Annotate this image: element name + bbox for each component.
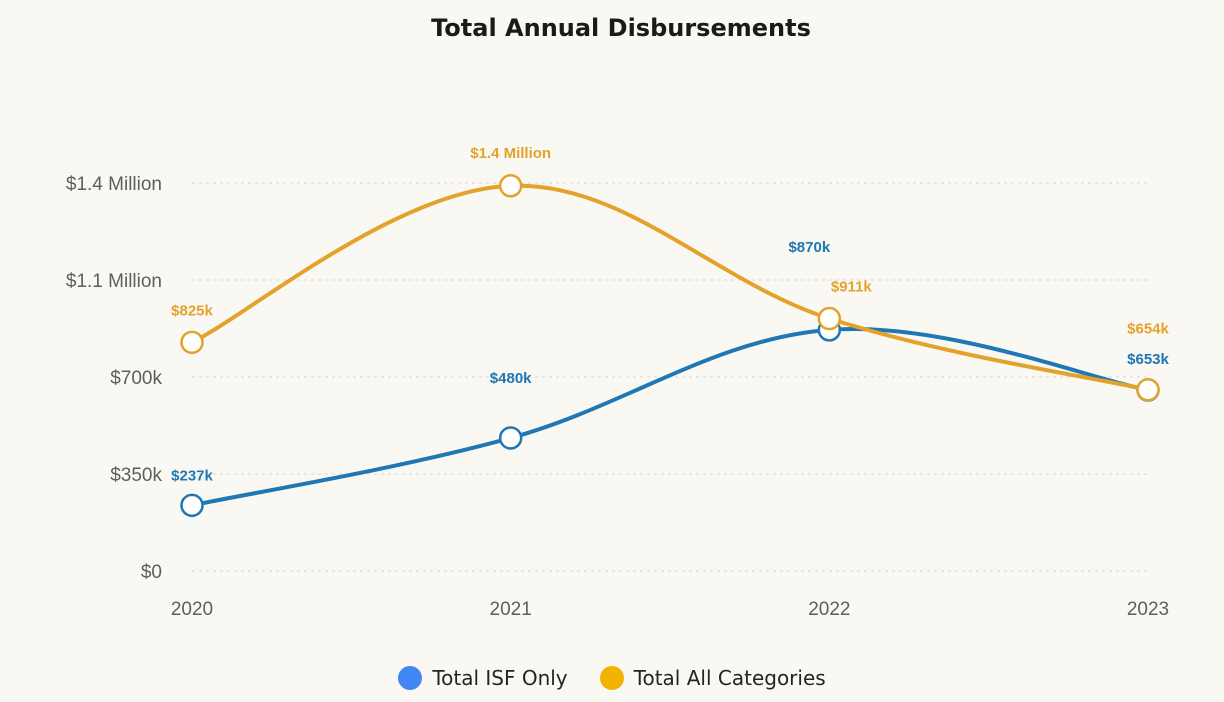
legend-marker-all-categories [599, 666, 624, 690]
data-point-isf[interactable] [498, 426, 523, 450]
chart-title: Total Annual Disbursements [431, 14, 811, 42]
legend-label-isf: Total ISF Only [432, 666, 568, 690]
data-label-isf: $237k [171, 467, 213, 484]
data-labels: $237k $480k $870k $653k $825k $1.4 Million $91… [171, 145, 1169, 485]
legend-label-all-categories: Total All Categories [633, 666, 826, 690]
line-chart: $0 $350k $700k $1.1 Million $1.4 Million 202… [66, 145, 1170, 620]
y-tick-label: $0 [141, 562, 162, 583]
y-tick-label: $700k [110, 368, 162, 389]
series-lines [190, 183, 1150, 508]
series-line-all-categories [190, 183, 1150, 392]
legend-marker-isf [398, 666, 423, 690]
series-line-isf [190, 327, 1150, 508]
x-tick-label: 2021 [490, 599, 532, 620]
x-axis-tick-labels: 2020 2021 2022 2023 [171, 599, 1169, 620]
y-tick-label: $1.4 Million [66, 174, 162, 195]
data-point-all-categories[interactable] [180, 330, 204, 355]
data-point-all-categories[interactable] [1136, 377, 1160, 402]
data-label-all-categories: $654k [1127, 321, 1169, 338]
x-tick-label: 2023 [1127, 599, 1169, 620]
y-tick-label: $350k [110, 465, 162, 486]
data-label-all-categories: $825k [171, 302, 213, 319]
legend: Total ISF Only Total All Categories [0, 666, 1224, 690]
y-tick-label: $1.1 Million [66, 271, 162, 292]
data-label-isf: $870k [788, 239, 830, 256]
x-tick-label: 2020 [171, 599, 213, 620]
series-points [180, 174, 1160, 518]
y-axis-tick-labels: $0 $350k $700k $1.1 Million $1.4 Million [66, 174, 163, 583]
data-label-all-categories: $1.4 Million [470, 145, 551, 162]
data-label-isf: $480k [490, 370, 532, 387]
data-point-isf[interactable] [180, 493, 204, 518]
data-label-isf: $653k [1127, 351, 1169, 368]
legend-item-all-categories[interactable]: Total All Categories [599, 666, 826, 690]
legend-item-isf[interactable]: Total ISF Only [398, 666, 568, 690]
x-tick-label: 2022 [808, 599, 850, 620]
data-point-all-categories[interactable] [498, 174, 523, 198]
data-point-all-categories[interactable] [817, 306, 842, 331]
data-label-all-categories: $911k [831, 279, 873, 296]
